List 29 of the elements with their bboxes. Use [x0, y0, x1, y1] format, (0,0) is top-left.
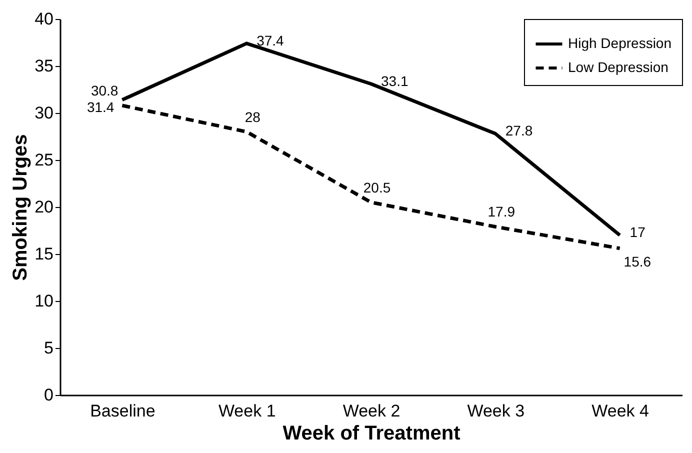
data-label: 31.4: [86, 98, 114, 115]
data-label: 17.9: [488, 204, 516, 220]
x-tick-label: Week 4: [592, 402, 649, 420]
x-tick-label: Week 3: [467, 402, 525, 420]
y-tick-label: 15: [34, 244, 54, 264]
x-axis-title: Week of Treatment: [282, 422, 461, 444]
data-label: 30.8: [90, 82, 118, 98]
y-tick-label: 40: [34, 10, 54, 28]
y-tick-label: 20: [34, 198, 54, 216]
legend-label: High Depression: [568, 35, 672, 51]
data-label: 28: [244, 108, 261, 125]
data-label: 20.5: [363, 179, 391, 196]
data-label: 17: [630, 224, 646, 240]
y-tick-label: 10: [34, 292, 54, 310]
y-tick-label: 0: [44, 386, 54, 404]
y-tick-label: 5: [44, 338, 54, 358]
legend-label: Low Depression: [568, 59, 668, 75]
x-tick-label: Week 2: [342, 402, 400, 420]
data-label: 15.6: [624, 253, 652, 270]
data-label: 37.4: [256, 32, 284, 48]
x-tick-label: Week 1: [218, 402, 276, 420]
data-label: 33.1: [381, 72, 408, 89]
y-tick-label: 25: [34, 150, 54, 170]
y-tick-label: 30: [34, 104, 54, 122]
data-label: 27.8: [505, 122, 533, 139]
y-tick-label: 35: [34, 56, 54, 76]
x-tick-label: Baseline: [90, 402, 156, 420]
line-series: [120, 104, 622, 250]
y-axis-title: Smoking Urges: [10, 134, 32, 281]
